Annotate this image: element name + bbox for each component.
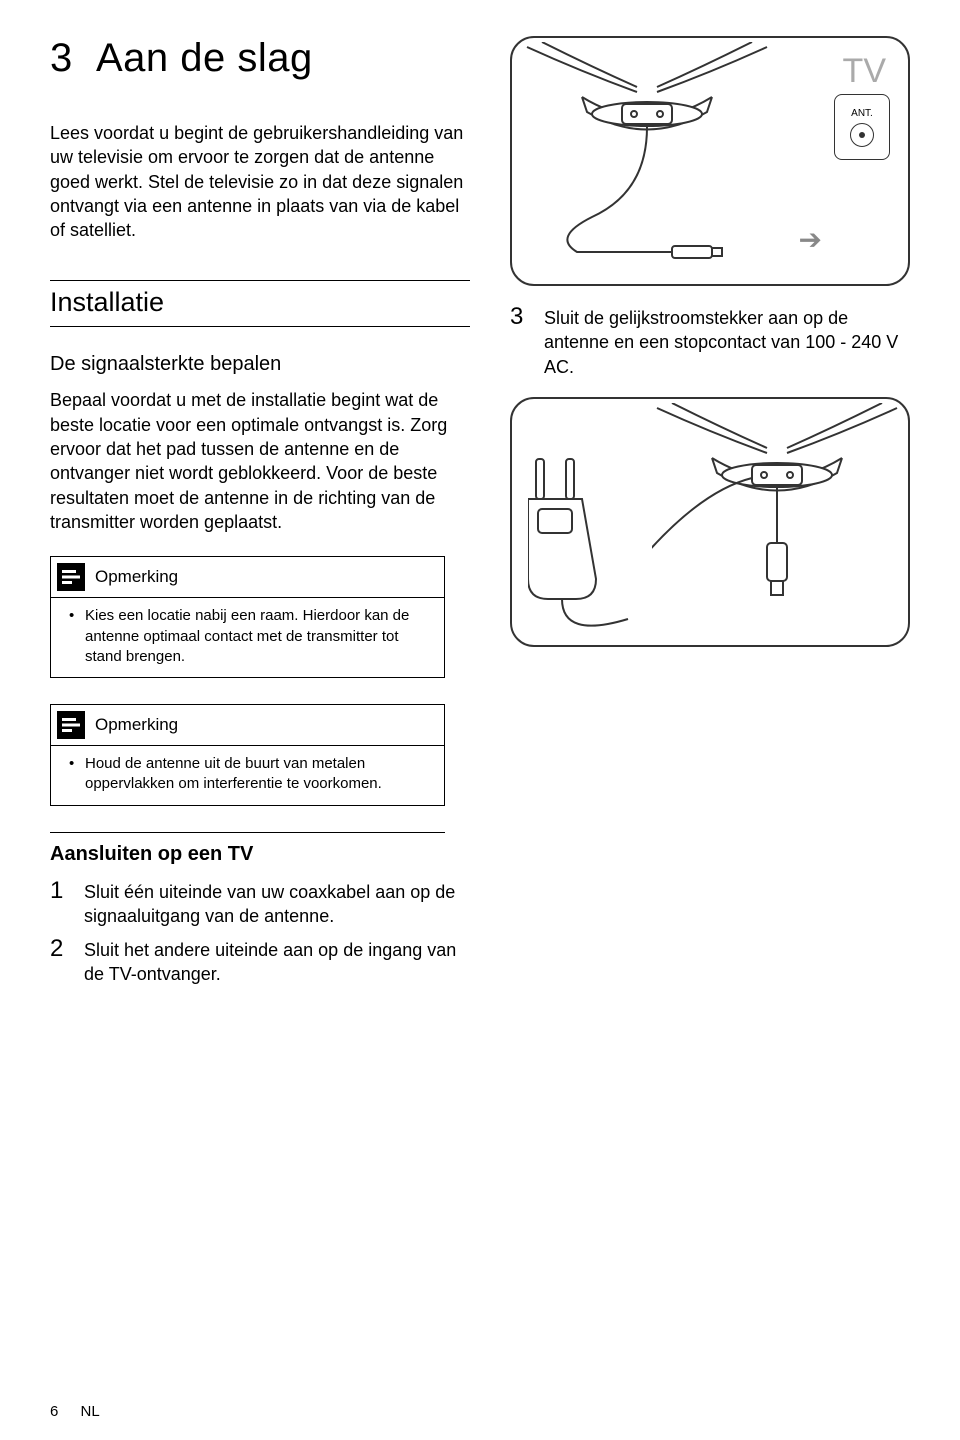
ant-label: ANT.	[851, 108, 873, 119]
note-icon	[57, 563, 85, 591]
page-lang: NL	[81, 1403, 100, 1420]
steps-connect-tv: 1 Sluit één uiteinde van uw coaxkabel aa…	[50, 878, 470, 987]
note-text: Houd de antenne uit de buurt van metalen…	[75, 754, 430, 795]
chapter-title: 3 Aan de slag	[50, 36, 470, 81]
illustration-power-connection	[510, 397, 910, 647]
note-body: Houd de antenne uit de buurt van metalen…	[51, 745, 444, 805]
ant-port-box: ANT.	[834, 94, 890, 160]
step-text: Sluit het andere uiteinde aan op de inga…	[84, 936, 470, 987]
note-title: Opmerking	[95, 567, 178, 587]
note-title: Opmerking	[95, 715, 178, 735]
step-2: 2 Sluit het andere uiteinde aan op de in…	[50, 936, 470, 987]
two-column-layout: 3 Aan de slag Lees voordat u begint de g…	[50, 36, 910, 995]
tv-label: TV	[843, 52, 886, 91]
right-column: TV ANT. ➔	[510, 36, 910, 995]
left-column: 3 Aan de slag Lees voordat u begint de g…	[50, 36, 470, 995]
illustration-tv-connection: TV ANT. ➔	[510, 36, 910, 286]
note-body: Kies een locatie nabij een raam. Hierdoo…	[51, 597, 444, 677]
intro-paragraph: Lees voordat u begint de gebruikershandl…	[50, 121, 470, 242]
antenna-drawing	[652, 403, 902, 643]
step-1: 1 Sluit één uiteinde van uw coaxkabel aa…	[50, 878, 470, 929]
note-icon	[57, 711, 85, 739]
step-text: Sluit de gelijkstroomstekker aan op de a…	[544, 304, 910, 379]
power-plug-drawing	[528, 439, 668, 639]
note-box-1: Opmerking Kies een locatie nabij een raa…	[50, 556, 445, 678]
page-number: 6	[50, 1403, 58, 1420]
step-text: Sluit één uiteinde van uw coaxkabel aan …	[84, 878, 470, 929]
note-header: Opmerking	[51, 705, 444, 745]
antenna-drawing	[522, 42, 772, 272]
arrow-icon: ➔	[799, 223, 822, 256]
note-box-2: Opmerking Houd de antenne uit de buurt v…	[50, 704, 445, 806]
subheading-signal-strength: De signaalsterkte bepalen	[50, 353, 470, 376]
note-header: Opmerking	[51, 557, 444, 597]
step-number: 1	[50, 878, 68, 929]
step-number: 3	[510, 304, 528, 379]
step-number: 2	[50, 936, 68, 987]
ant-jack-icon	[850, 123, 874, 147]
chapter-number: 3	[50, 36, 73, 80]
signal-strength-body: Bepaal voordat u met de installatie begi…	[50, 388, 470, 534]
note-text: Kies een locatie nabij een raam. Hierdoo…	[75, 606, 430, 667]
chapter-name: Aan de slag	[96, 36, 313, 80]
page-footer: 6 NL	[50, 1403, 100, 1420]
subheading-connect-tv: Aansluiten op een TV	[50, 832, 445, 866]
page: 3 Aan de slag Lees voordat u begint de g…	[0, 0, 960, 1440]
section-installatie: Installatie	[50, 280, 470, 327]
step-3: 3 Sluit de gelijkstroomstekker aan op de…	[510, 304, 910, 379]
